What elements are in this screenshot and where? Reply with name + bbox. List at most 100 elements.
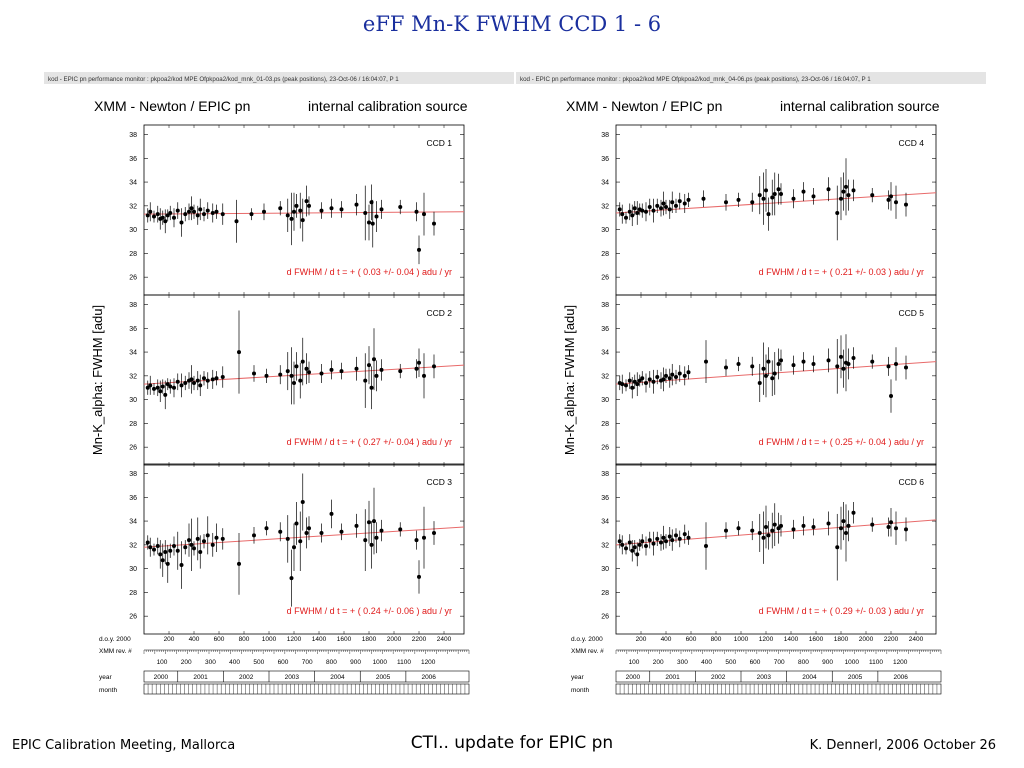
data-point xyxy=(304,366,309,371)
footer-subject: CTI.. update for EPIC pn xyxy=(410,733,614,753)
data-point xyxy=(187,538,191,543)
data-point xyxy=(398,527,403,532)
y-axis-label: Mn-K_alpha: FWHM [adu] xyxy=(90,305,105,455)
figure-heading-right: internal calibration source xyxy=(308,98,468,114)
panel-frame xyxy=(615,463,937,635)
y-tick-label: 36 xyxy=(129,326,137,333)
data-point xyxy=(640,539,645,544)
rev-tick-label: 800 xyxy=(798,659,809,666)
y-tick-label: 28 xyxy=(129,590,137,597)
data-point xyxy=(172,544,176,549)
year-cell-label: 2004 xyxy=(802,674,817,681)
data-point xyxy=(432,364,436,369)
data-point xyxy=(701,196,706,201)
doy-tick-label: 1600 xyxy=(337,636,352,643)
y-tick-label: 38 xyxy=(129,302,137,309)
data-point xyxy=(294,521,299,526)
data-point xyxy=(163,392,168,397)
data-point xyxy=(670,200,675,205)
panel-frame xyxy=(615,294,937,466)
data-point xyxy=(841,519,846,524)
data-point xyxy=(770,376,775,381)
doy-tick-label: 200 xyxy=(164,636,175,643)
y-tick-label: 30 xyxy=(601,227,609,234)
data-point xyxy=(630,213,635,218)
data-point xyxy=(152,547,156,552)
panel-frame xyxy=(143,294,465,466)
data-point xyxy=(661,201,666,206)
data-point xyxy=(168,210,173,215)
data-point xyxy=(894,361,898,366)
y-tick-label: 32 xyxy=(129,373,137,380)
data-point xyxy=(635,382,640,387)
year-cell-label: 2003 xyxy=(285,674,300,681)
header-bar-text: kod - EPIC pn performance monitor : pkpo… xyxy=(48,76,399,83)
y-tick-label: 30 xyxy=(601,566,609,573)
data-point xyxy=(417,360,421,365)
data-point xyxy=(655,536,660,541)
year-cell-label: 2000 xyxy=(626,674,641,681)
figure-svg-right: kod - EPIC pn performance monitor : pkpo… xyxy=(516,72,986,695)
data-point xyxy=(632,206,637,211)
y-tick-label: 38 xyxy=(601,132,609,139)
data-point xyxy=(659,206,663,211)
data-point xyxy=(776,187,781,192)
data-point xyxy=(367,363,371,368)
data-point xyxy=(674,203,678,208)
data-point xyxy=(398,369,403,374)
data-point xyxy=(307,370,311,375)
data-point xyxy=(637,542,642,547)
fit-annotation: d FWHM / d t = + ( 0.03 +/- 0.04 ) adu /… xyxy=(287,267,452,277)
y-tick-label: 30 xyxy=(129,227,137,234)
data-point xyxy=(764,525,768,530)
y-tick-label: 26 xyxy=(601,275,609,282)
rev-tick-label: 100 xyxy=(157,659,168,666)
y-tick-label: 32 xyxy=(129,542,137,549)
data-point xyxy=(811,361,816,366)
data-point xyxy=(677,199,682,204)
data-point xyxy=(145,385,150,390)
data-point xyxy=(289,373,294,378)
doy-tick-label: 1000 xyxy=(262,636,277,643)
data-point xyxy=(761,366,766,371)
header-bar xyxy=(44,72,514,84)
panel-frame xyxy=(143,463,465,635)
data-point xyxy=(889,194,893,199)
data-point xyxy=(635,210,640,215)
data-point xyxy=(835,545,840,550)
data-point xyxy=(870,193,875,198)
doy-tick-label: 800 xyxy=(711,636,722,643)
data-point xyxy=(195,536,200,541)
data-point xyxy=(205,208,210,213)
data-point xyxy=(339,207,344,212)
rev-tick-label: 600 xyxy=(750,659,761,666)
data-point xyxy=(766,212,771,217)
year-label: year xyxy=(99,674,112,681)
data-point xyxy=(158,389,163,394)
data-point xyxy=(776,526,781,531)
data-point xyxy=(627,378,632,383)
data-point xyxy=(237,561,241,566)
y-tick-label: 28 xyxy=(129,421,137,428)
data-point xyxy=(630,385,635,390)
doy-tick-label: 2200 xyxy=(884,636,899,643)
data-point xyxy=(630,548,635,553)
data-point xyxy=(379,528,384,533)
fit-annotation: d FWHM / d t = + ( 0.29 +/- 0.03 ) adu /… xyxy=(759,606,924,616)
data-point xyxy=(165,561,170,566)
doy-tick-label: 2000 xyxy=(859,636,874,643)
data-point xyxy=(192,209,196,214)
data-point xyxy=(264,373,269,378)
data-point xyxy=(363,538,368,543)
data-point xyxy=(736,361,741,366)
data-point xyxy=(374,535,379,540)
data-point xyxy=(175,379,180,384)
data-point xyxy=(644,544,648,549)
data-point xyxy=(624,383,628,388)
data-point xyxy=(422,212,426,217)
data-point xyxy=(298,208,303,213)
y-tick-label: 34 xyxy=(129,519,137,526)
month-label: month xyxy=(99,687,117,694)
data-point xyxy=(374,214,379,219)
doy-tick-label: 1200 xyxy=(287,636,302,643)
